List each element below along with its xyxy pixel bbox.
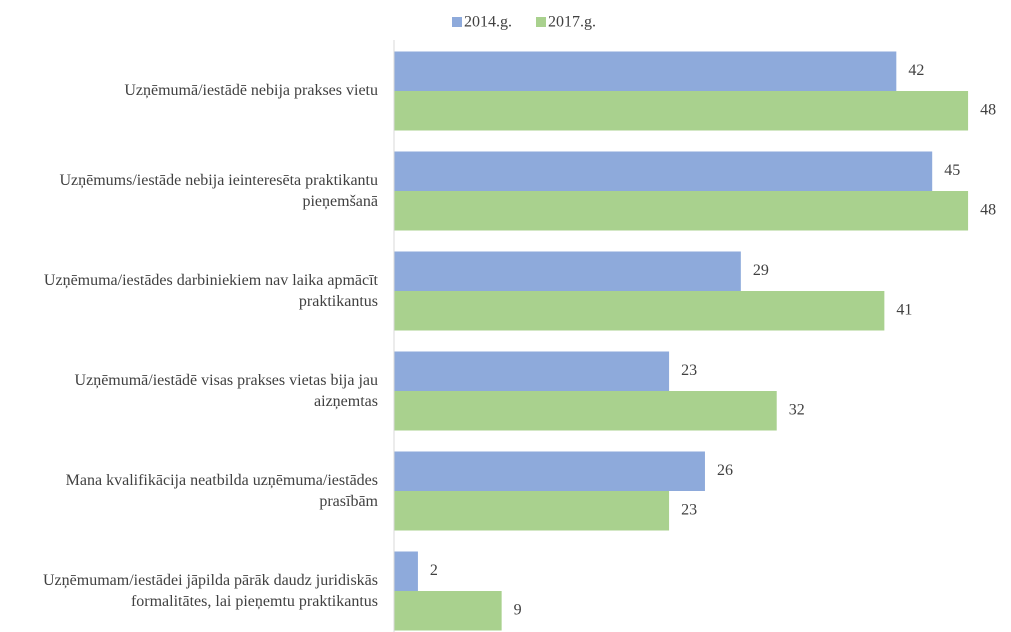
category-label: Mana kvalifikācija neatbilda uzņēmuma/ie… — [8, 442, 378, 542]
bar — [394, 191, 969, 231]
category-label: Uzņēmumam/iestādei jāpilda pārāk daudz j… — [8, 542, 378, 632]
category-label: Uzņēmumā/iestādē visas prakses vietas bi… — [8, 342, 378, 442]
value-label: 2 — [430, 562, 438, 579]
legend-swatch — [536, 17, 546, 27]
bar — [394, 391, 777, 431]
value-label: 32 — [789, 401, 805, 418]
category-text: Uzņēmums/iestāde nebija ieinteresēta pra… — [59, 171, 378, 210]
legend-label: 2014.g. — [464, 14, 512, 31]
bar — [394, 591, 502, 631]
bar — [394, 351, 670, 391]
category-label: Uzņēmums/iestāde nebija ieinteresēta pra… — [8, 142, 378, 242]
legend-swatch — [452, 17, 462, 27]
category-text: Uzņēmumam/iestādei jāpilda pārāk daudz j… — [43, 571, 378, 610]
bar — [394, 151, 933, 191]
bar — [394, 491, 670, 531]
value-label: 48 — [980, 101, 996, 118]
value-label: 23 — [681, 501, 697, 518]
category-text: Mana kvalifikācija neatbilda uzņēmuma/ie… — [65, 471, 378, 510]
category-label: Uzņēmumā/iestādē nebija prakses vietu — [8, 42, 378, 142]
bar — [394, 51, 897, 91]
category-text: Uzņēmumā/iestādē nebija prakses vietu — [124, 82, 378, 100]
bar — [394, 451, 705, 491]
category-text: Uzņēmumā/iestādē visas prakses vietas bi… — [74, 371, 378, 410]
value-label: 9 — [514, 601, 522, 618]
value-label: 41 — [896, 301, 912, 318]
bar — [394, 551, 418, 591]
category-label: Uzņēmuma/iestādes darbiniekiem nav laika… — [8, 242, 378, 342]
legend-label: 2017.g. — [548, 14, 596, 31]
value-label: 42 — [908, 62, 924, 79]
value-label: 29 — [753, 262, 769, 279]
bar — [394, 91, 969, 131]
bar — [394, 291, 885, 331]
value-label: 23 — [681, 362, 697, 379]
category-text: Uzņēmuma/iestādes darbiniekiem nav laika… — [43, 271, 378, 310]
value-label: 48 — [980, 201, 996, 218]
bar — [394, 251, 741, 291]
value-label: 26 — [717, 462, 733, 479]
value-label: 45 — [944, 162, 960, 179]
